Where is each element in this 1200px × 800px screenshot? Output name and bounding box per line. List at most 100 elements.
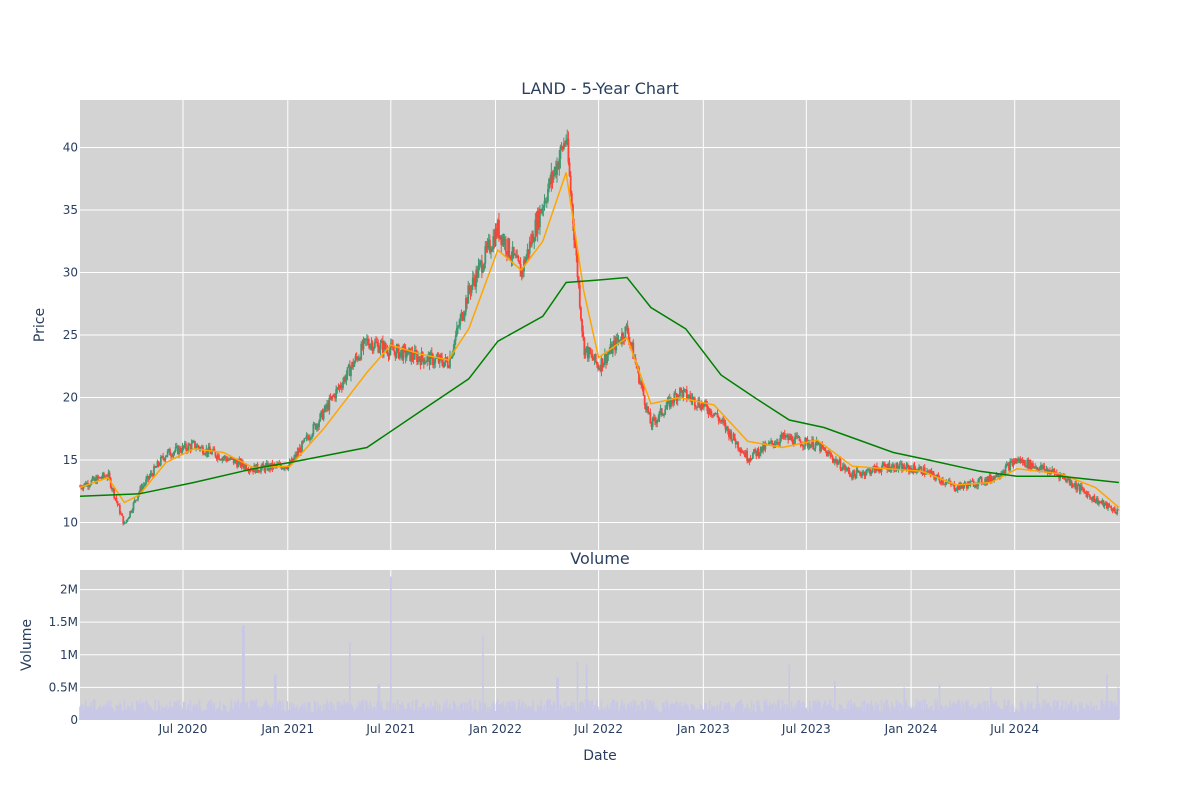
candle-body — [1100, 502, 1103, 504]
volume-bar — [105, 703, 107, 720]
volume-bar — [789, 711, 792, 720]
volume-bar — [811, 710, 813, 720]
volume-bar — [300, 705, 302, 720]
candle-body — [518, 260, 521, 265]
candle-body — [983, 483, 985, 485]
volume-bar — [83, 705, 86, 720]
volume-bar — [444, 708, 447, 720]
candle-body — [582, 331, 585, 338]
volume-bar — [760, 710, 762, 720]
volume-bar — [190, 711, 193, 720]
volume-bar — [619, 705, 622, 720]
candle-body — [1008, 463, 1010, 471]
candle-body — [503, 238, 506, 245]
candle-body — [548, 178, 550, 190]
volume-bar — [298, 708, 301, 720]
volume-bar — [655, 706, 657, 720]
candle-body — [890, 466, 893, 471]
candle-body — [513, 254, 516, 256]
volume-bar — [453, 702, 456, 720]
candle-body — [575, 246, 578, 256]
candle-body — [869, 469, 872, 475]
volume-bar — [470, 705, 473, 720]
candle-body — [574, 240, 577, 247]
volume-bar — [596, 699, 598, 720]
volume-bar — [166, 709, 169, 720]
candle-body — [836, 459, 838, 465]
volume-bar — [1035, 704, 1038, 720]
candle-body — [736, 441, 738, 445]
volume-bar — [704, 703, 706, 720]
volume-bar — [964, 700, 967, 720]
candle-body — [1013, 461, 1016, 464]
candle-body — [1027, 459, 1030, 468]
candle-body — [1106, 502, 1108, 509]
candle-body — [621, 332, 623, 343]
volume-bar — [509, 700, 512, 720]
candle-body — [693, 397, 696, 407]
volume-bar — [533, 709, 536, 720]
volume-bar — [82, 710, 85, 720]
candle-body — [602, 363, 605, 368]
candle-body — [194, 441, 196, 449]
volume-bar — [286, 701, 289, 720]
volume-bar — [206, 704, 209, 720]
volume-bar — [294, 708, 296, 720]
volume-bar — [344, 703, 347, 720]
candle-body — [578, 284, 581, 308]
candle-body — [441, 357, 443, 364]
candle-body — [525, 256, 528, 264]
volume-bar — [617, 711, 620, 720]
volume-bar — [154, 699, 156, 720]
volume-bar — [889, 712, 892, 720]
volume-bar — [863, 700, 866, 720]
volume-bar — [535, 711, 538, 720]
volume-bar — [839, 704, 842, 720]
candle-body — [590, 353, 593, 355]
volume-bar — [649, 700, 652, 720]
candle-body — [837, 462, 840, 465]
volume-bar — [565, 708, 567, 720]
volume-bar — [198, 699, 201, 720]
candle-body — [1039, 465, 1042, 468]
volume-bar — [350, 703, 352, 720]
candle-body — [208, 446, 211, 452]
candle-body — [120, 513, 122, 515]
volume-bar — [79, 706, 81, 720]
candle-body — [476, 269, 479, 278]
volume-bar — [715, 706, 718, 720]
volume-bar — [719, 704, 721, 720]
candle-body — [764, 444, 767, 450]
candle-body — [1003, 471, 1006, 474]
volume-bar — [108, 706, 111, 720]
candle-body — [477, 265, 480, 278]
candle-body — [421, 352, 424, 359]
volume-bar — [972, 708, 975, 720]
candle-body — [813, 448, 816, 450]
candle-body — [756, 449, 759, 456]
candle-body — [459, 317, 462, 326]
volume-bar — [862, 711, 865, 720]
candle-body — [805, 437, 808, 440]
volume-bar — [832, 707, 835, 720]
candle-body — [482, 269, 484, 273]
volume-bar — [1013, 711, 1016, 720]
candle-body — [165, 455, 168, 457]
candle-body — [417, 356, 420, 363]
candle-body — [249, 469, 252, 471]
volume-bar — [798, 700, 801, 720]
volume-bar — [818, 701, 820, 720]
volume-bar — [248, 709, 251, 720]
candle-body — [668, 398, 671, 408]
volume-bar — [390, 576, 392, 720]
date-x-tick-label: Jan 2021 — [260, 722, 314, 736]
candle-body — [1024, 460, 1026, 466]
candle-body — [281, 468, 284, 470]
volume-bar — [1029, 702, 1032, 720]
volume-bar — [881, 711, 884, 720]
date-x-tick-label: Jan 2024 — [884, 722, 938, 736]
candle-body — [228, 459, 231, 461]
volume-bar — [856, 706, 859, 720]
